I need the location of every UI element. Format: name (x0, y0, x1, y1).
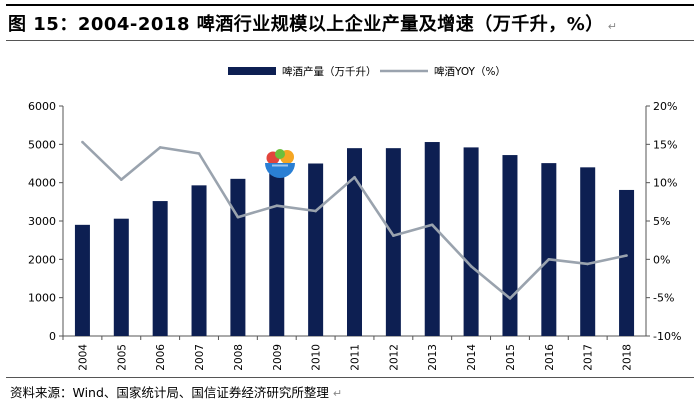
right-tick-label: 20% (653, 100, 677, 113)
yoy-point-2010 (314, 209, 317, 213)
yoy-point-2009 (275, 204, 279, 207)
return-mark: ↵ (607, 20, 617, 33)
x-tick-label: 2005 (116, 344, 128, 371)
x-tick-label: 2009 (272, 344, 284, 371)
left-tick-label: 1000 (28, 292, 56, 305)
yoy-point-2005 (120, 178, 123, 181)
x-tick-label: 2015 (505, 344, 517, 371)
left-tick-label: 0 (49, 330, 56, 343)
source-note: 资料来源：Wind、国家统计局、国信证券经济研究所整理 (10, 385, 329, 400)
yoy-point-2006 (158, 146, 162, 149)
yoy-point-2011 (353, 176, 356, 179)
yoy-point-2012 (392, 234, 395, 237)
yoy-point-2008 (236, 215, 240, 219)
source-note-row: 资料来源：Wind、国家统计局、国信证券经济研究所整理 ↵ (10, 382, 690, 402)
bar-2011 (347, 148, 362, 336)
fruit-bowl-icon (265, 149, 295, 178)
x-tick-label: 2016 (544, 344, 556, 371)
bar-2012 (385, 148, 401, 336)
bar-2008 (230, 178, 246, 336)
bar-2018 (619, 189, 635, 336)
right-tick-label: -5% (653, 292, 674, 305)
yoy-point-2007 (197, 152, 201, 155)
x-tick-label: 2014 (466, 344, 478, 371)
bar-2004 (74, 224, 90, 336)
x-tick-label: 2010 (311, 344, 323, 371)
x-tick-label: 2006 (155, 344, 167, 371)
bar-2014 (463, 147, 479, 336)
right-tick-label: 5% (653, 215, 670, 228)
yoy-point-2017 (586, 262, 589, 266)
left-tick-label: 2000 (28, 253, 56, 266)
title-rule (6, 40, 694, 41)
bar-2015 (502, 155, 518, 336)
bar-2010 (308, 163, 324, 336)
x-tick-label: 2011 (350, 344, 362, 371)
x-tick-label: 2004 (77, 344, 89, 371)
yoy-point-2016 (547, 258, 551, 261)
right-tick-label: -10% (653, 330, 681, 343)
bar-2016 (541, 163, 557, 336)
yoy-point-2004 (81, 140, 84, 144)
right-tick-label: 15% (653, 138, 677, 151)
left-tick-label: 3000 (28, 215, 56, 228)
logo-bowl-shine (272, 164, 288, 167)
source-rule (6, 377, 694, 378)
bar-2005 (113, 218, 129, 336)
x-tick-label: 2013 (427, 344, 439, 371)
right-tick-label: 10% (653, 177, 677, 190)
right-tick-label: 0% (653, 253, 670, 266)
logo-green-fruit (275, 149, 285, 159)
left-tick-label: 5000 (28, 138, 56, 151)
left-tick-label: 6000 (28, 100, 56, 113)
bar-2013 (424, 142, 440, 336)
yoy-point-2013 (430, 223, 434, 227)
x-tick-label: 2017 (583, 344, 595, 371)
yoy-point-2018 (625, 254, 628, 257)
yoy-point-2014 (469, 264, 473, 268)
figure-title: 图 15：2004-2018 啤酒行业规模以上企业产量及增速（万千升，%） (8, 14, 604, 35)
top-rule (6, 4, 694, 6)
x-tick-label: 2018 (622, 344, 634, 371)
bar-2009 (269, 173, 285, 336)
legend-bar-label: 啤酒产量（万千升） (282, 65, 377, 78)
x-tick-label: 2008 (233, 344, 245, 371)
left-tick-label: 4000 (28, 177, 56, 190)
source-return-mark: ↵ (332, 387, 343, 400)
legend-line-label: 啤酒YOY（%） (434, 65, 506, 78)
x-tick-label: 2007 (194, 344, 206, 371)
bar-2017 (580, 167, 596, 336)
bar-2006 (152, 201, 168, 336)
logo-bowl (265, 163, 295, 178)
bar-2007 (191, 185, 207, 336)
x-tick-label: 2012 (388, 344, 400, 371)
legend-bar-swatch (228, 67, 276, 75)
figure-title-row: 图 15：2004-2018 啤酒行业规模以上企业产量及增速（万千升，%） ↵ (8, 10, 698, 38)
yoy-point-2015 (508, 297, 512, 300)
